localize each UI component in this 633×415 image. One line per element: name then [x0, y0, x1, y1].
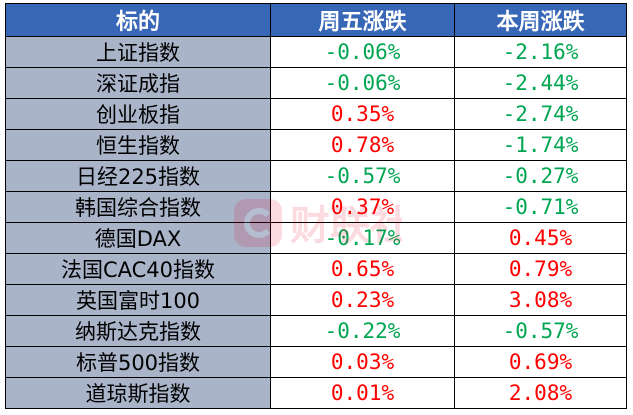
friday-change-value: -0.06% [270, 36, 455, 68]
header-row: 标的 周五涨跌 本周涨跌 [5, 3, 627, 37]
instrument-name: 道琼斯指数 [5, 377, 271, 409]
friday-change-value: 0.01% [270, 377, 455, 409]
weekly-change-value: 0.45% [454, 222, 627, 254]
market-summary-table: 标的 周五涨跌 本周涨跌 上证指数 -0.06% -2.16% 深证成指 -0.06% -… [5, 3, 627, 409]
instrument-name: 纳斯达克指数 [5, 315, 271, 347]
friday-change-value: 0.35% [270, 98, 455, 130]
friday-change-value: -0.22% [270, 315, 455, 347]
friday-change-value: -0.57% [270, 160, 455, 192]
weekly-change-value: -0.71% [454, 191, 627, 223]
weekly-change-value: -1.74% [454, 129, 627, 161]
table-row: 道琼斯指数 0.01% 2.08% [5, 377, 627, 409]
column-header-friday-change: 周五涨跌 [270, 3, 455, 37]
instrument-name: 日经225指数 [5, 160, 271, 192]
instrument-name: 标普500指数 [5, 346, 271, 378]
weekly-change-value: -2.44% [454, 67, 627, 99]
weekly-change-value: 3.08% [454, 284, 627, 316]
table-row: 韩国综合指数 0.37% -0.71% [5, 191, 627, 223]
friday-change-value: -0.06% [270, 67, 455, 99]
friday-change-value: 0.65% [270, 253, 455, 285]
table-row: 德国DAX -0.17% 0.45% [5, 222, 627, 254]
table-row: 恒生指数 0.78% -1.74% [5, 129, 627, 161]
instrument-name: 恒生指数 [5, 129, 271, 161]
weekly-change-value: -2.16% [454, 36, 627, 68]
column-header-weekly-change: 本周涨跌 [454, 3, 627, 37]
table-row: 法国CAC40指数 0.65% 0.79% [5, 253, 627, 285]
weekly-change-value: 0.79% [454, 253, 627, 285]
friday-change-value: 0.78% [270, 129, 455, 161]
instrument-name: 英国富时100 [5, 284, 271, 316]
table-body: 上证指数 -0.06% -2.16% 深证成指 -0.06% -2.44% 创业板指 0.35… [5, 36, 627, 409]
weekly-change-value: 0.69% [454, 346, 627, 378]
friday-change-value: 0.37% [270, 191, 455, 223]
table-row: 创业板指 0.35% -2.74% [5, 98, 627, 130]
weekly-change-value: -0.57% [454, 315, 627, 347]
instrument-name: 深证成指 [5, 67, 271, 99]
instrument-name: 创业板指 [5, 98, 271, 130]
table-row: 标普500指数 0.03% 0.69% [5, 346, 627, 378]
table-row: 深证成指 -0.06% -2.44% [5, 67, 627, 99]
instrument-name: 德国DAX [5, 222, 271, 254]
instrument-name: 韩国综合指数 [5, 191, 271, 223]
weekly-change-value: -0.27% [454, 160, 627, 192]
instrument-name: 上证指数 [5, 36, 271, 68]
friday-change-value: -0.17% [270, 222, 455, 254]
table-row: 上证指数 -0.06% -2.16% [5, 36, 627, 68]
weekly-change-value: -2.74% [454, 98, 627, 130]
friday-change-value: 0.23% [270, 284, 455, 316]
table-row: 英国富时100 0.23% 3.08% [5, 284, 627, 316]
column-header-instrument: 标的 [5, 3, 271, 37]
instrument-name: 法国CAC40指数 [5, 253, 271, 285]
table-row: 日经225指数 -0.57% -0.27% [5, 160, 627, 192]
weekly-change-value: 2.08% [454, 377, 627, 409]
table-row: 纳斯达克指数 -0.22% -0.57% [5, 315, 627, 347]
friday-change-value: 0.03% [270, 346, 455, 378]
market-summary-table-container: 标的 周五涨跌 本周涨跌 上证指数 -0.06% -2.16% 深证成指 -0.06% -… [5, 3, 627, 409]
